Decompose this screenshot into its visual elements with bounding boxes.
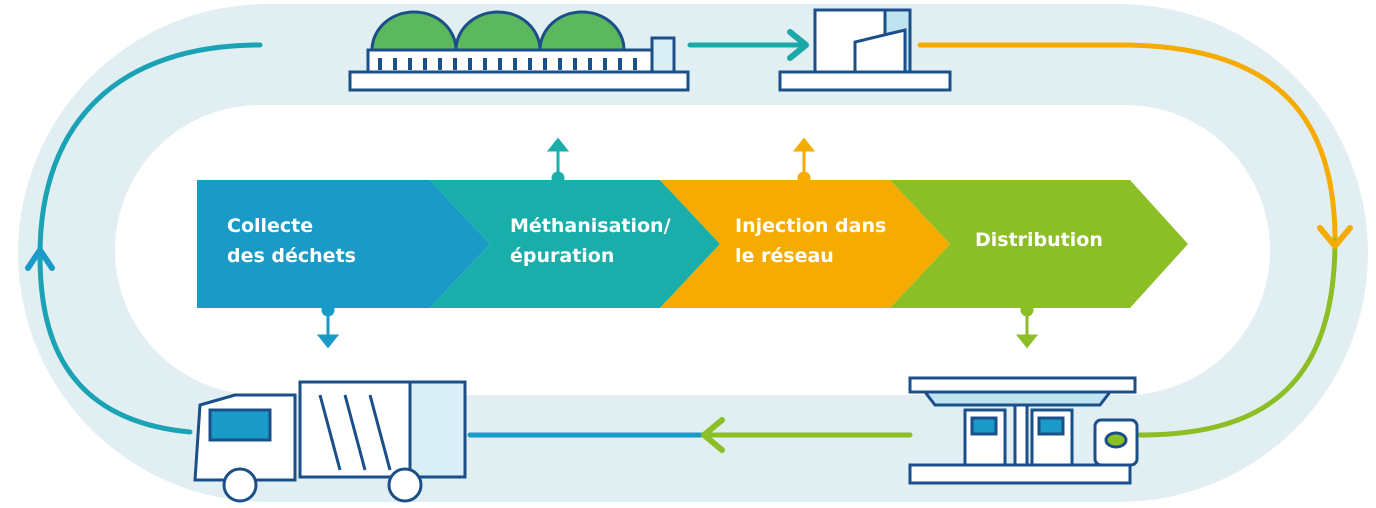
step-label: des déchets — [227, 245, 356, 267]
step-label: Distribution — [975, 229, 1103, 251]
step-label: épuration — [510, 245, 614, 267]
step-label: Méthanisation/ — [510, 215, 671, 237]
step-chevron — [197, 180, 490, 308]
step-label: Injection dans — [735, 215, 886, 237]
step-label: Collecte — [227, 215, 313, 237]
step-label: le réseau — [735, 245, 834, 267]
biogas-cycle-diagram: Collecte des déchets Méthanisation/ épur… — [0, 0, 1376, 508]
